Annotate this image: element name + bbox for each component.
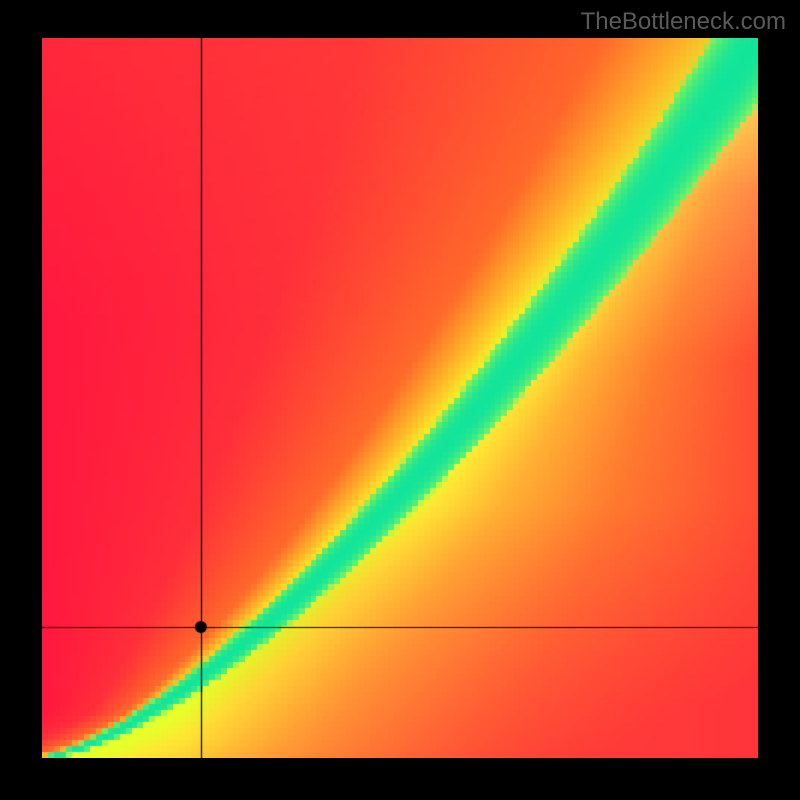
watermark-text: TheBottleneck.com <box>581 8 786 36</box>
bottleneck-heatmap <box>42 38 758 758</box>
chart-container: TheBottleneck.com <box>0 0 800 800</box>
